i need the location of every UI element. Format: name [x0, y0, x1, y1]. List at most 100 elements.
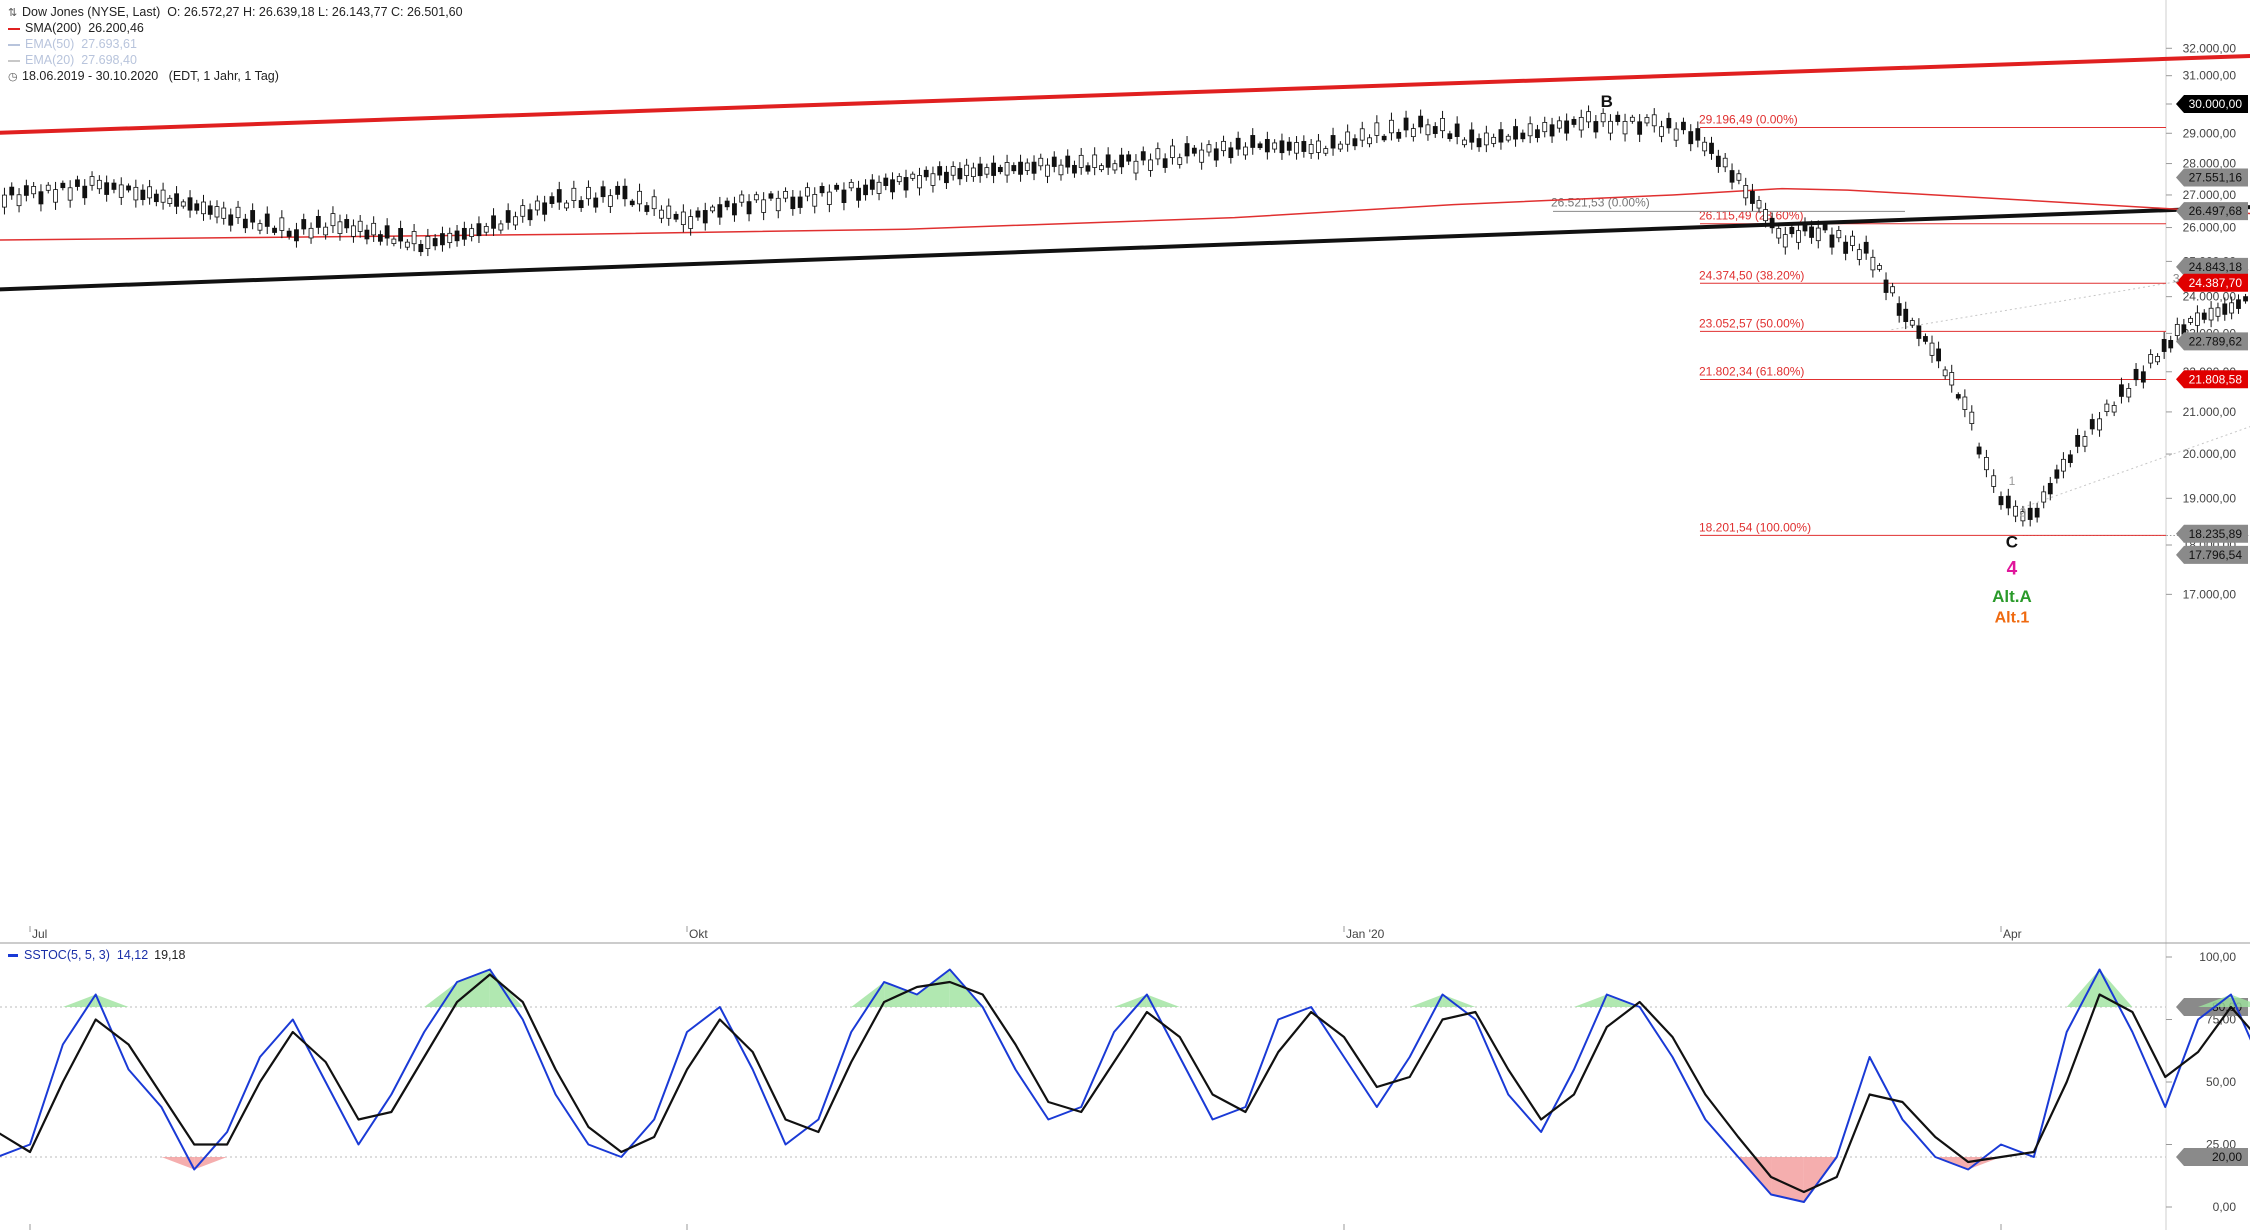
candle-body	[418, 243, 424, 253]
candle-body	[600, 186, 606, 198]
candle-body	[1058, 164, 1064, 176]
candle-body	[1890, 286, 1895, 294]
candle-body	[2061, 458, 2066, 472]
stoch-legend: SSTOC(5, 5, 3) 14,12 19,18	[8, 948, 185, 962]
price-tag-label: 24.843,18	[2189, 260, 2243, 274]
candle-body	[1681, 121, 1686, 131]
candle-body	[2208, 307, 2214, 321]
sma200-label: SMA(200)	[25, 21, 82, 35]
candle-body	[1272, 142, 1278, 150]
candle-body	[812, 194, 818, 207]
candle-body	[133, 186, 139, 201]
candle-body	[1004, 162, 1010, 176]
candle-body	[970, 167, 976, 177]
candle-body	[1367, 137, 1372, 145]
price-tag	[2176, 273, 2248, 292]
candle-body	[221, 207, 227, 219]
stoch-y-tick-label: 100,00	[2199, 950, 2236, 964]
candle-body	[1505, 135, 1511, 141]
candle-body	[330, 213, 336, 227]
candle-body	[1715, 155, 1721, 167]
y-tick-label: 27.000,00	[2183, 188, 2237, 202]
candle-body	[2243, 296, 2248, 302]
candle-body	[147, 186, 153, 199]
price-tag-label: 26.497,68	[2189, 204, 2243, 218]
stoch-d-line	[0, 973, 2250, 1194]
price-tag-label: 22.789,62	[2189, 334, 2243, 348]
candle-body	[2161, 338, 2167, 352]
stoch-label: SSTOC(5, 5, 3)	[24, 948, 110, 962]
candle-body	[1126, 154, 1132, 162]
ema20-swatch	[8, 59, 20, 62]
candle-body	[440, 233, 445, 246]
candle-body	[841, 189, 847, 203]
wave-label: 2	[2020, 506, 2027, 520]
candle-body	[1782, 234, 1788, 248]
candle-body	[549, 196, 555, 204]
candle-body	[96, 179, 102, 190]
candle-body	[187, 197, 193, 211]
candle-body	[622, 185, 628, 200]
candle-body	[910, 173, 916, 179]
ema50-swatch	[8, 43, 20, 46]
candle-body	[651, 196, 657, 210]
candle-body	[1105, 154, 1111, 168]
candle-body	[1432, 126, 1438, 134]
x-tick-label: Apr	[2003, 927, 2022, 941]
candle-body	[104, 182, 110, 195]
candle-body	[2047, 482, 2053, 495]
overbought-fill	[1146, 994, 1180, 1007]
x-tick-label: Jul	[32, 927, 47, 941]
candle-body	[1038, 157, 1044, 167]
candle-body	[2168, 340, 2174, 349]
date-range-note: (EDT, 1 Jahr, 1 Tag)	[168, 69, 279, 83]
candle-body	[819, 186, 825, 194]
wave-label: 1	[2009, 474, 2016, 488]
candle-body	[2155, 356, 2160, 363]
candle-body	[447, 232, 453, 244]
candle-body	[1637, 121, 1643, 135]
candle-body	[2075, 435, 2081, 447]
candle-body	[761, 199, 767, 213]
candle-body	[1789, 226, 1795, 235]
candle-body	[856, 187, 861, 201]
candle-body	[2195, 312, 2200, 326]
candle-body	[1829, 234, 1835, 248]
candle-body	[1410, 128, 1416, 138]
overbought-fill	[851, 982, 885, 1007]
candle-body	[1736, 173, 1742, 181]
sma200-swatch	[8, 27, 20, 30]
candle-body	[16, 194, 22, 207]
candle-body	[1308, 144, 1314, 154]
candle-body	[1418, 115, 1424, 128]
candle-body	[944, 171, 949, 184]
candle-body	[207, 205, 213, 215]
candle-body	[848, 181, 854, 189]
candle-body	[357, 220, 363, 232]
candle-body	[2089, 419, 2095, 430]
candle-body	[564, 202, 569, 209]
candle-body	[1170, 145, 1175, 158]
candle-body	[1608, 120, 1613, 134]
candle-body	[578, 200, 584, 209]
candle-body	[9, 186, 15, 196]
candle-body	[2215, 307, 2221, 317]
candle-body	[917, 175, 922, 189]
candle-body	[2005, 495, 2011, 509]
wave-label: B	[1601, 92, 1613, 111]
candle-body	[1695, 128, 1701, 141]
candle-body	[272, 227, 277, 233]
stoch-level-tag	[2176, 1148, 2248, 1166]
candle-body	[1916, 325, 1922, 339]
candle-body	[923, 169, 929, 178]
candle-body	[2082, 436, 2088, 447]
candle-body	[454, 230, 460, 242]
candle-body	[286, 230, 292, 237]
candle-body	[1535, 129, 1540, 138]
candle-body	[775, 197, 781, 212]
candle-body	[214, 206, 220, 218]
candle-body	[1976, 446, 1982, 455]
candle-body	[2133, 368, 2139, 381]
candle-body	[513, 216, 518, 226]
